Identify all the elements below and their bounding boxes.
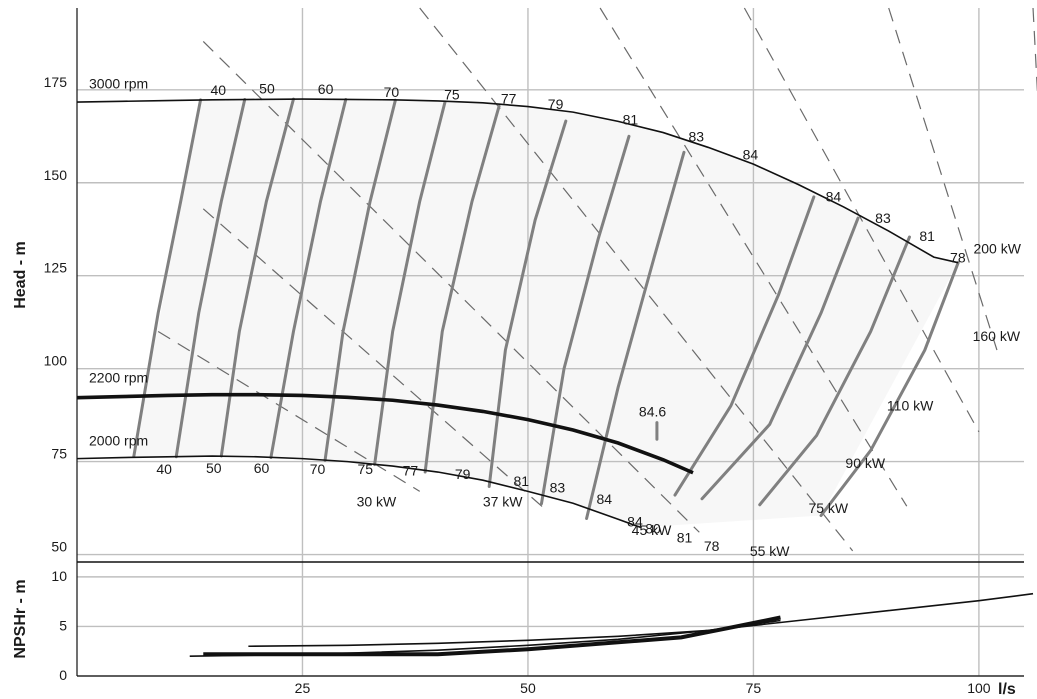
power-line: [1032, 7, 1037, 95]
annotation-label: 81: [919, 228, 935, 244]
efficiency-contour: [673, 195, 816, 497]
x-unit-label: l/s: [998, 681, 1016, 698]
annotation-label: 79: [455, 466, 471, 482]
efficiency-contour: [174, 97, 247, 459]
annotation-label: 84: [826, 188, 842, 204]
annotation-label: 83: [688, 128, 704, 144]
annotation-label: 45 kW: [632, 522, 672, 538]
npsh-y-tick-label: 5: [59, 617, 67, 633]
annotation-label: 40: [210, 82, 226, 98]
annotation-label: 30 kW: [357, 494, 397, 510]
peak-efficiency-label: 84.6: [639, 404, 666, 420]
annotation-label: 60: [254, 460, 270, 476]
power-line: [419, 7, 854, 552]
x-tick-label: 50: [520, 680, 536, 696]
efficiency-contour: [758, 235, 911, 507]
annotation-label: 79: [548, 96, 564, 112]
annotation-label: 75 kW: [808, 500, 848, 516]
annotation-label: 75: [357, 461, 373, 477]
annotation-label: 37 kW: [483, 494, 523, 510]
annotation-label: 77: [403, 462, 419, 478]
efficiency-contour: [132, 98, 203, 458]
annotation-label: 81: [514, 473, 530, 489]
head-y-tick-label: 50: [51, 539, 67, 555]
axis-titles: Head - m NPSHr - m l/s: [12, 241, 1016, 698]
annotation-label: 83: [550, 479, 566, 495]
efficiency-contour: [585, 150, 686, 520]
annotation-label: 78: [950, 249, 966, 265]
annotation-label: 84: [743, 147, 759, 163]
speed-curve-label: 3000 rpm: [89, 75, 148, 91]
power-line: [202, 208, 547, 511]
efficiency-contour: [423, 104, 501, 474]
efficiency-contour: [487, 119, 568, 489]
annotation-label: 70: [384, 84, 400, 100]
annotation-label: 84: [627, 514, 643, 530]
speed-curve-label: 2200 rpm: [89, 369, 148, 385]
annotation-label: 160 kW: [973, 328, 1021, 344]
annotation-label: 70: [310, 461, 326, 477]
annotation-label: 80: [645, 521, 661, 537]
efficiency-contour: [700, 216, 860, 501]
speed-curve: [76, 455, 641, 529]
x-tick-label: 25: [295, 680, 311, 696]
efficiency-contour: [539, 134, 631, 506]
speed-curves: 3000 rpm 2200 rpm 2000 rpm: [76, 75, 959, 529]
npsh-curve: [248, 592, 1034, 648]
annotation-label: 78: [704, 538, 720, 554]
annotation-label: 84: [596, 491, 612, 507]
annotation-label: 81: [623, 112, 639, 128]
speed-curve: [76, 392, 694, 475]
npsh-y-tick-label: 10: [51, 568, 67, 584]
tick-labels: 50 75 100 125 150 175 0 5 10 25 50 75 100: [44, 74, 991, 696]
npsh-axis-title: NPSHr - m: [12, 579, 29, 658]
head-y-tick-label: 100: [44, 353, 68, 369]
head-y-tick-label: 175: [44, 74, 68, 90]
operating-range-band: [133, 99, 959, 528]
annotation-label: 60: [318, 81, 334, 97]
power-line: [743, 7, 980, 433]
power-line: [599, 7, 908, 507]
annotation-label: 75: [444, 86, 460, 102]
efficiency-contour: [819, 261, 960, 518]
head-y-tick-label: 125: [44, 260, 68, 276]
speed-curve: [76, 98, 959, 264]
x-tick-label: 100: [967, 680, 991, 696]
speed-curve-label: 2000 rpm: [89, 432, 148, 448]
annotation-label: 83: [875, 210, 891, 226]
head-y-tick-label: 150: [44, 167, 68, 183]
annotation-label: 50: [259, 81, 275, 97]
annotation-label: 40: [156, 461, 172, 477]
annotation-label: 200 kW: [973, 240, 1021, 256]
annotation-label: 77: [501, 91, 517, 107]
annotation-label: 55 kW: [750, 543, 790, 559]
head-y-tick-label: 75: [51, 446, 67, 462]
annotation-label: 110 kW: [887, 397, 934, 413]
power-line: [888, 7, 998, 351]
annotation-label: 90 kW: [845, 455, 885, 471]
head-axis-title: Head - m: [12, 241, 29, 309]
annotation-labels: 40 50 60 70 75 77 79 81 83 84 84 83 81 78 40 50 60 70 75 77…: [156, 81, 1021, 560]
annotation-label: 50: [206, 460, 222, 476]
npsh-curves: [189, 592, 1034, 657]
npsh-curve: [203, 615, 781, 657]
x-tick-label: 75: [746, 680, 762, 696]
npsh-y-tick-label: 0: [59, 667, 67, 683]
annotation-label: 81: [677, 529, 693, 545]
operating-band: [133, 99, 959, 528]
axes: [76, 8, 1024, 677]
